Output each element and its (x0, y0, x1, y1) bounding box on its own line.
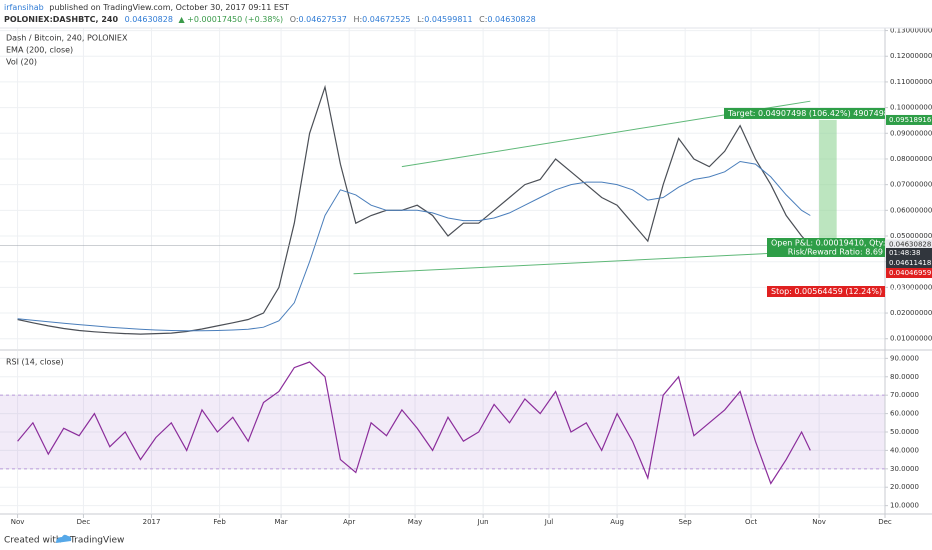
x-tick-label: Jun (477, 518, 489, 526)
y-tick-label: 10.0000 (890, 502, 919, 510)
price-tag-box (886, 258, 932, 268)
x-tick-label: Aug (610, 518, 624, 526)
ohlc-value: 0.04599811 (424, 15, 472, 24)
series-line (17, 84, 811, 335)
symbol-line: POLONIEX:DASHBTC, 240 0.04630828 ▲ +0.00… (4, 15, 536, 24)
published: published on TradingView.com, October 30… (49, 3, 289, 12)
symbol: POLONIEX:DASHBTC, 240 (4, 15, 118, 24)
price-tag-box (886, 239, 932, 250)
y-tick-label: 0.07000000 (890, 181, 932, 189)
y-tick-label: 0.12000000 (890, 52, 932, 60)
ohlc-value: 0.04630828 (487, 15, 535, 24)
price-tag-box (886, 248, 932, 258)
ohlc-label: H: (353, 15, 362, 24)
y-tick-label: 40.0000 (890, 446, 919, 454)
price-tag: 01:48:38 (889, 249, 920, 257)
y-tick-label: 0.06000000 (890, 206, 932, 214)
y-tick-label: 80.0000 (890, 373, 919, 381)
ratio-label: Risk/Reward Ratio: 8.69 (788, 248, 883, 257)
header-line: irfansihab published on TradingView.com,… (4, 3, 289, 12)
y-tick-label: 90.0000 (890, 354, 919, 362)
y-tick-label: 20.0000 (890, 483, 919, 491)
y-tick-label: 0.08000000 (890, 155, 932, 163)
trendline (353, 250, 811, 275)
target-label: Target: 0.04907498 (106.42%) 4907498, A (727, 109, 900, 118)
x-tick-label: Dec (77, 518, 91, 526)
y-tick-label: 0.13000000 (890, 27, 932, 35)
change: ▲ +0.00017450 (+0.38%) (178, 15, 283, 24)
price-tag: 0.09518916 (889, 116, 932, 124)
footer-created: Created with (4, 536, 62, 546)
x-tick-label: May (408, 518, 422, 526)
rsi-band (0, 395, 885, 469)
target-label-box (724, 107, 885, 119)
ohlc-value: 0.04672525 (362, 15, 410, 24)
brand-logo (56, 534, 72, 543)
pnl-label-box (767, 238, 885, 257)
ohlc-label: C: (479, 15, 487, 24)
x-tick-label: Dec (878, 518, 892, 526)
x-tick-label: Feb (213, 518, 226, 526)
rsi-title: RSI (14, close) (6, 358, 64, 367)
author[interactable]: irfansihab (4, 3, 44, 12)
y-tick-label: 50.0000 (890, 428, 919, 436)
grid-layer: 0.010000000.020000000.030000000.04000000… (0, 27, 932, 526)
stop-label-box (767, 286, 885, 297)
plot-layer (0, 84, 885, 485)
price-tag-box (886, 268, 932, 278)
y-tick-label: 0.11000000 (890, 78, 932, 86)
price-tag: 0.04611418 (889, 259, 931, 267)
x-tick-label: Sep (679, 518, 693, 526)
ohlc-value: 0.04627537 (299, 15, 347, 24)
series-line (17, 160, 811, 332)
x-tick-label: Oct (745, 518, 757, 526)
ohlc-label: O: (290, 15, 299, 24)
x-tick-label: Mar (274, 518, 287, 526)
series-line (17, 361, 811, 485)
indicator-label: Vol (20) (6, 58, 37, 67)
pnl-label: Open P&L: 0.00019410, Qty: 44 (771, 239, 898, 248)
y-tick-label: 0.01000000 (890, 335, 932, 343)
x-tick-label: Apr (343, 518, 355, 526)
y-tick-label: 30.0000 (890, 465, 919, 473)
y-tick-label: 70.0000 (890, 391, 919, 399)
price-tag: 0.04630828 (889, 240, 931, 248)
footer-brand[interactable]: TradingView (69, 536, 124, 546)
x-tick-label: Nov (812, 518, 826, 526)
target-zone (819, 119, 837, 246)
stop-label: Stop: 0.00564459 (12.24%) 564459, A (771, 287, 926, 296)
y-tick-label: 0.09000000 (890, 129, 932, 137)
y-tick-label: 0.03000000 (890, 283, 932, 291)
price-tag: 0.04046959 (889, 269, 931, 277)
y-tick-label: 0.05000000 (890, 232, 932, 240)
last-price: 0.04630828 (125, 15, 173, 24)
price-tag-box (886, 114, 932, 125)
y-tick-label: 60.0000 (890, 410, 919, 418)
y-tick-label: 0.02000000 (890, 309, 932, 317)
chart-title: Dash / Bitcoin, 240, POLONIEX (6, 34, 128, 43)
legend-entry: EMA (200, close) (6, 46, 73, 55)
y-tick-label: 0.10000000 (890, 104, 932, 112)
x-tick-label: Jul (544, 518, 554, 526)
ohlc-label: L: (417, 15, 424, 24)
x-tick-label: 2017 (143, 518, 161, 526)
x-tick-label: Nov (11, 518, 25, 526)
